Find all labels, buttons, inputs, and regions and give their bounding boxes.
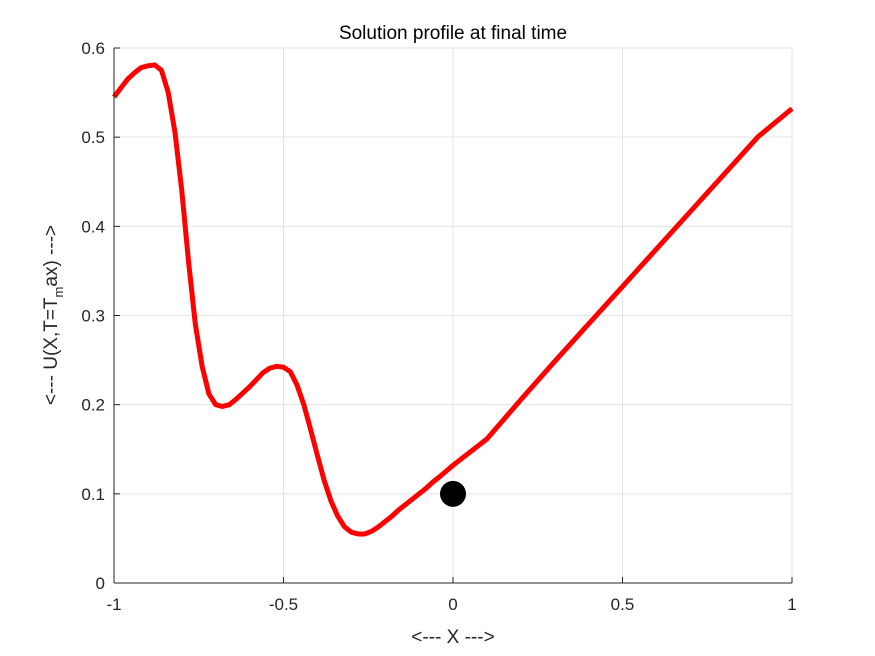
y-tick-label: 0 [96,574,105,593]
x-tick-label: 0.5 [611,595,635,614]
y-tick-label: 0.4 [81,217,105,236]
x-tick-label: -1 [106,595,121,614]
y-tick-label: 0.5 [81,128,105,147]
axes [113,47,793,584]
y-axis-label-tail: ax) ---> [41,225,62,287]
chart-title: Solution profile at final time [339,23,567,44]
tick-labels: -1 -0.5 0 0.5 1 0 0.1 0.2 0.3 0.4 0.5 0.6 [81,39,796,614]
y-axis-label-main: <--- U(X,T=T [41,297,62,405]
x-tick-label: 0 [448,595,457,614]
y-axis-label: <--- U(X,T=Tmax) ---> [41,225,66,405]
y-tick-label: 0.3 [81,307,105,326]
marker-point [440,480,466,507]
x-axis-label: <--- X ---> [411,627,494,648]
y-axis-label-subscript: m [51,287,66,298]
series-layer [112,62,794,537]
y-tick-label: 0.2 [81,396,105,415]
x-tick-label: 1 [787,595,796,614]
x-tick-label: -0.5 [269,595,298,614]
series-line-0 [112,62,794,537]
y-tick-label: 0.6 [81,39,105,58]
y-tick-label: 0.1 [81,485,105,504]
